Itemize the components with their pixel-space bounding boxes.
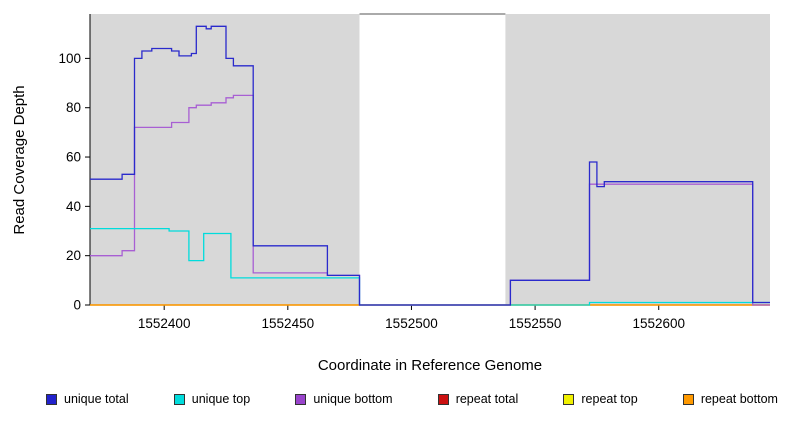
legend-label-unique-total: unique total [64,392,129,406]
svg-text:1552550: 1552550 [509,316,562,331]
chart-legend: unique total unique top unique bottom re… [0,392,792,406]
legend-label-repeat-top: repeat top [581,392,638,406]
svg-text:1552400: 1552400 [138,316,191,331]
svg-text:20: 20 [66,248,81,263]
legend-swatch-unique-bottom [295,393,307,405]
legend-label-unique-bottom: unique bottom [313,392,393,406]
coverage-chart: 1552400 1552450 1552500 1552550 1552600 0 20 40… [11,13,770,374]
legend-item-unique-bottom: unique bottom [295,392,393,406]
legend-swatch-repeat-bottom [682,393,694,405]
legend-swatch-repeat-total [437,393,449,405]
legend-item-unique-total: unique total [46,392,129,406]
legend-swatch-repeat-top [563,393,575,405]
svg-text:40: 40 [66,199,81,214]
svg-text:1552500: 1552500 [385,316,438,331]
chart-plot-area: 1552400 1552450 1552500 1552550 1552600 0 20 40… [58,13,770,331]
legend-item-repeat-top: repeat top [563,392,638,406]
svg-text:60: 60 [66,150,81,165]
legend-label-repeat-total: repeat total [455,392,519,406]
legend-item-repeat-total: repeat total [437,392,519,406]
legend-swatch-unique-total [46,393,57,405]
legend-label-unique-top: unique top [191,392,251,406]
y-axis-title: Read Coverage Depth [11,85,28,234]
legend-label-repeat-bottom: repeat bottom [700,392,778,406]
legend-swatch-unique-top [173,393,185,405]
svg-text:80: 80 [66,100,81,115]
legend-item-unique-top: unique top [173,392,251,406]
legend-item-repeat-bottom: repeat bottom [682,392,778,406]
x-axis-title: Coordinate in Reference Genome [318,357,542,374]
svg-text:0: 0 [73,298,81,313]
svg-text:1552450: 1552450 [262,316,315,331]
svg-text:100: 100 [58,51,81,66]
svg-text:1552600: 1552600 [632,316,685,331]
